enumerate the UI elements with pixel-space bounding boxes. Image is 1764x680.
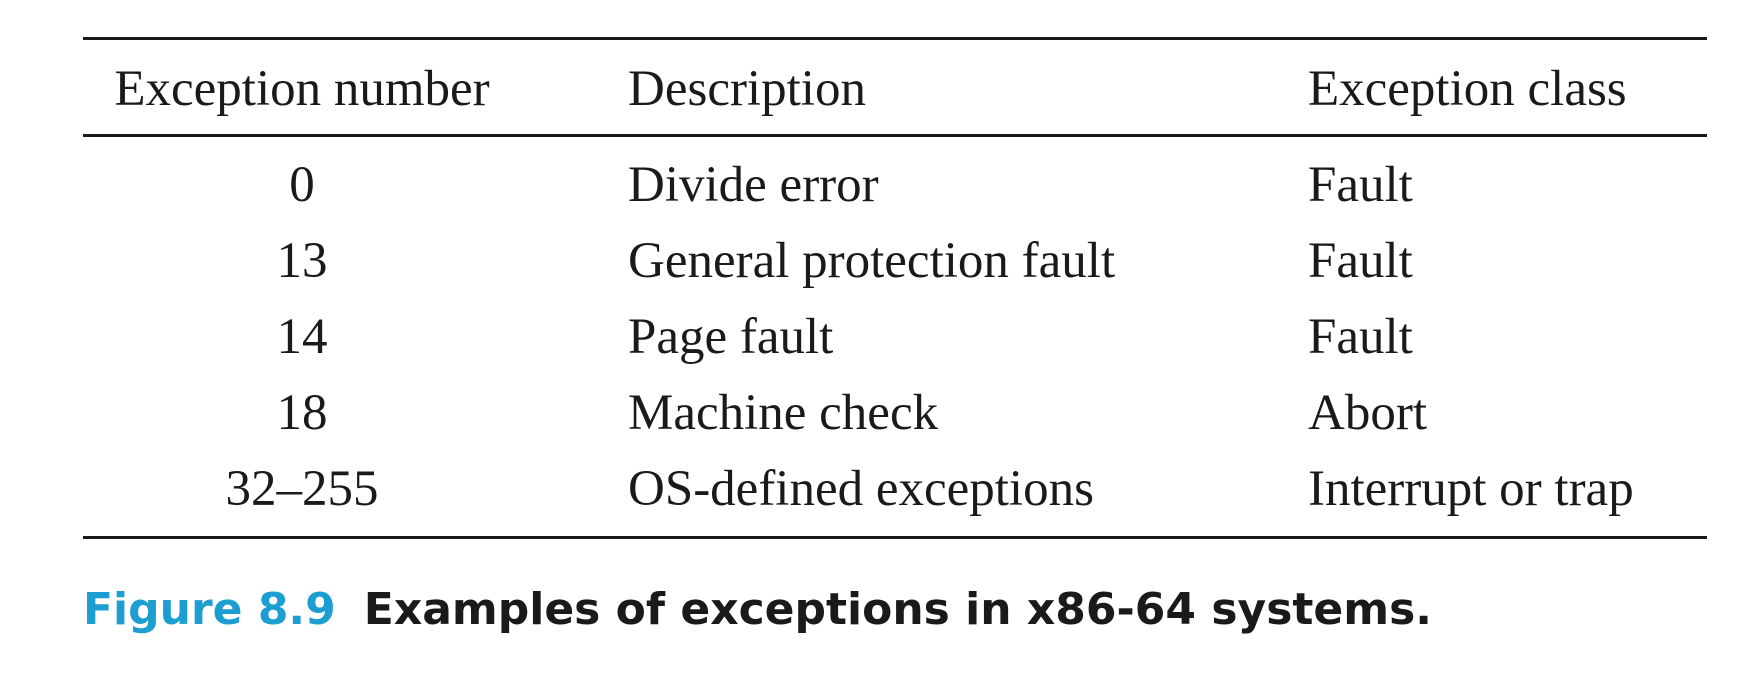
- table-bottom-rule: [83, 536, 1707, 539]
- row-exception-number: 32–255: [225, 461, 379, 517]
- header-exception-number: Exception number: [114, 61, 490, 117]
- figure-caption-text: Examples of exceptions in x86-64 systems…: [363, 584, 1433, 635]
- row-exception-number: 18: [276, 385, 328, 441]
- row-exception-class: Fault: [1308, 157, 1413, 213]
- table-top-rule: [83, 37, 1707, 40]
- row-description: Machine check: [628, 385, 939, 441]
- row-exception-class: Fault: [1308, 309, 1413, 365]
- row-exception-class: Fault: [1308, 233, 1413, 289]
- row-exception-number: 14: [276, 309, 328, 365]
- figure-caption: Figure 8.9 Examples of exceptions in x86-…: [83, 588, 1432, 632]
- table-header-rule: [83, 134, 1707, 137]
- row-description: General protection fault: [628, 233, 1116, 289]
- figure-caption-label: Figure 8.9: [83, 584, 336, 635]
- header-exception-class: Exception class: [1308, 61, 1627, 117]
- row-description: Divide error: [628, 157, 879, 213]
- header-description: Description: [628, 61, 866, 117]
- row-description: Page fault: [628, 309, 834, 365]
- row-exception-number: 13: [276, 233, 328, 289]
- row-exception-number: 0: [289, 157, 315, 213]
- row-description: OS-defined exceptions: [628, 461, 1094, 517]
- row-exception-class: Interrupt or trap: [1308, 461, 1634, 517]
- row-exception-class: Abort: [1308, 385, 1427, 441]
